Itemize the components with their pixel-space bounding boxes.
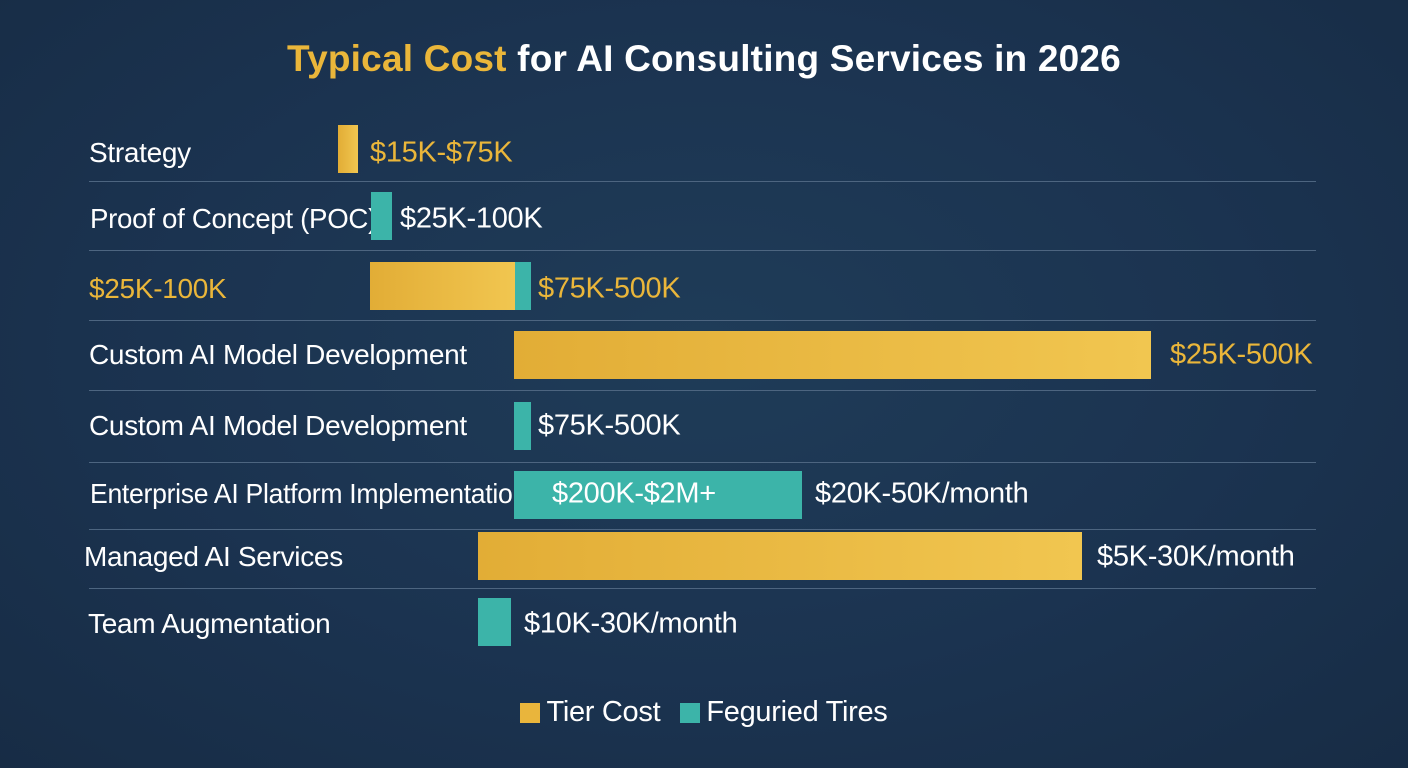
legend-label-feguried-tires: Feguried Tires [706,696,888,728]
legend-item-feguried-tires: Feguried Tires [680,696,888,729]
category-label-team-augmentation: Team Augmentation [88,608,331,639]
bar-feguried-tires [514,471,802,519]
category-label-custom-ai-model-development: Custom AI Model Development [89,410,467,441]
legend-swatch-tier-cost [520,702,541,723]
category-label-strategy: Strategy [89,137,191,168]
legend-label-tier-cost: Tier Cost [546,696,661,728]
bar-inside-label: $200K-$2M+ [552,477,716,510]
bar-tier-cost [478,532,1082,580]
row-divider [89,320,1316,321]
chart-legend: Tier Cost Feguried Tires [0,696,1408,729]
bar-feguried-tires [514,402,531,450]
data-label: $20K-50K/month [815,477,1029,510]
data-label: $15K-$75K [370,136,513,169]
category-label-25k-100k: $25K-100K [89,273,227,304]
row-divider [89,250,1316,251]
chart-title-accent: Typical Cost [287,38,507,79]
category-label-custom-ai-model-development: Custom AI Model Development [89,339,467,370]
data-label: $75K-500K [538,409,681,442]
bar-feguried-tires [478,598,511,646]
data-label: $25K-500K [1170,338,1313,371]
row-divider [89,529,1316,530]
chart-title: Typical Cost for AI Consulting Services … [0,38,1408,80]
row-divider [89,390,1316,391]
row-divider [89,462,1316,463]
row-divider [89,181,1316,182]
category-label-proof-of-concept-poc: Proof of Concept (POC) [90,203,377,234]
legend-item-tier-cost: Tier Cost [520,696,661,729]
row-divider [89,588,1316,589]
chart-title-rest: for AI Consulting Services in 2026 [506,38,1121,79]
category-label-enterprise-ai-platform-implementation: Enterprise AI Platform Implementation [90,478,527,509]
bar-feguried-tires [371,192,392,240]
bar-tier-cost [370,262,515,310]
data-label: $5K-30K/month [1097,540,1295,573]
data-label: $75K-500K [538,272,681,305]
bar-tier-cost [338,125,358,173]
bar-feguried-tires [515,262,531,310]
data-label: $25K-100K [400,202,543,235]
category-label-managed-ai-services: Managed AI Services [84,541,343,572]
legend-swatch-feguried-tires [680,702,701,723]
data-label: $10K-30K/month [524,607,738,640]
bar-tier-cost [514,331,1151,379]
